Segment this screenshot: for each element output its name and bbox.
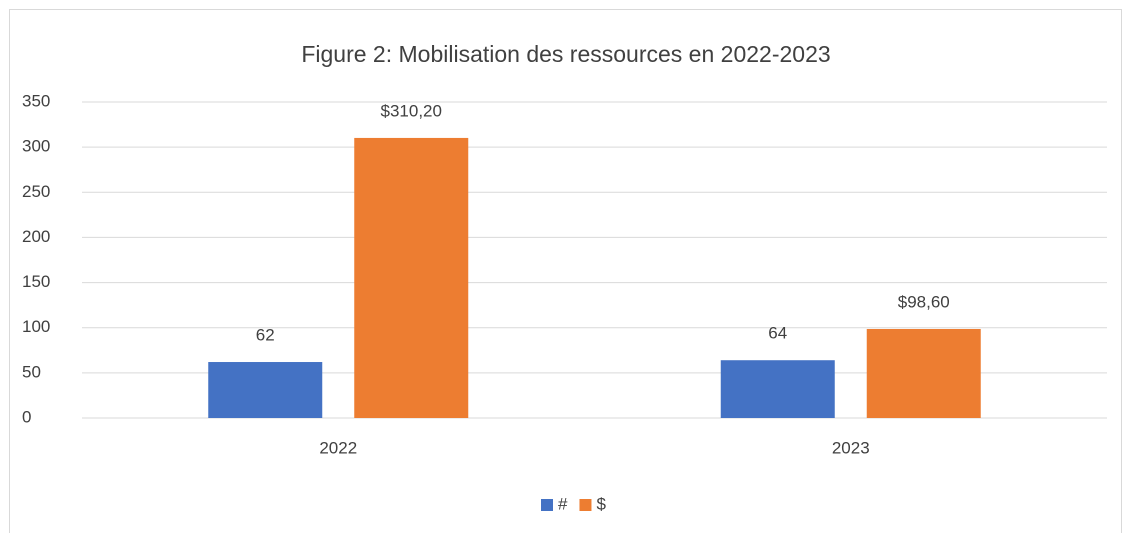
data-label: 64: [768, 324, 787, 343]
data-label: $98,60: [898, 292, 950, 311]
y-tick-label: 300: [22, 137, 50, 156]
legend-swatch: [541, 499, 553, 511]
y-tick-label: 150: [22, 272, 50, 291]
x-tick-label: 2023: [832, 438, 870, 457]
legend-swatch: [579, 499, 592, 511]
legend-label: $: [596, 494, 606, 513]
y-tick-label: 350: [22, 91, 50, 110]
x-tick-label: 2022: [319, 438, 357, 457]
legend-label: #: [558, 494, 568, 513]
bar: [720, 360, 835, 418]
y-tick-label: 0: [22, 407, 31, 426]
chart-border: [9, 9, 1122, 533]
y-tick-label: 250: [22, 182, 50, 201]
y-tick-label: 100: [22, 317, 50, 336]
chart-title: Figure 2: Mobilisation des ressources en…: [301, 41, 830, 67]
bar: [208, 362, 323, 418]
y-tick-label: 50: [22, 362, 41, 381]
bar: [354, 137, 469, 418]
data-label: 62: [256, 326, 275, 345]
bar: [866, 328, 981, 418]
y-tick-label: 200: [22, 227, 50, 246]
data-label: $310,20: [381, 101, 442, 120]
